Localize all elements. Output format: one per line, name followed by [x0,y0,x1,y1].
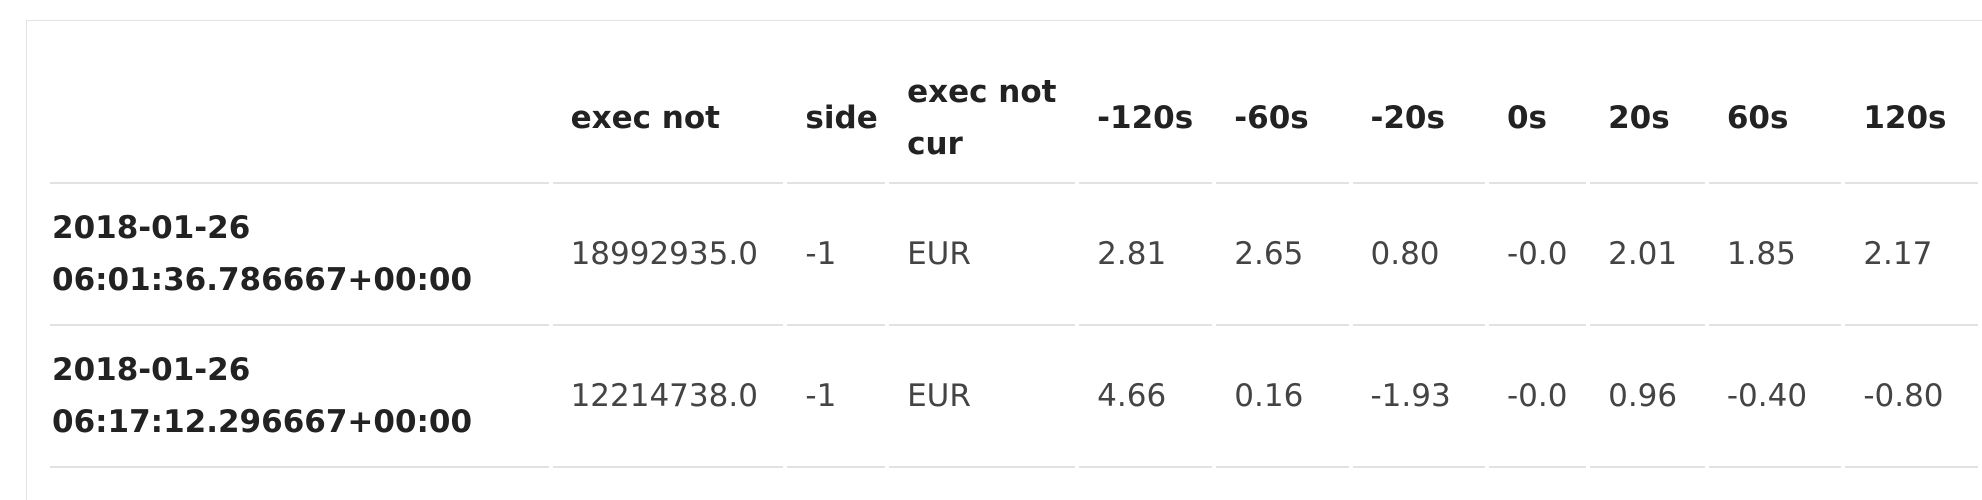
cell-minus-20s: 0.80 [1352,184,1485,326]
table-row: 2018-01-26 06:01:36.786667+00:00 1899293… [50,184,1978,326]
cell-exec-not: 12214738.0 [552,326,784,468]
cell-side: -1 [787,184,886,326]
header-row: exec not side exec not cur -120s -60s -2… [50,46,1978,184]
cell-120s: -0.80 [1845,326,1978,468]
cell-side: -1 [787,326,886,468]
column-header-side: side [787,46,886,184]
column-header-exec-not-cur-label: exec not cur [907,74,1057,162]
column-header-0s: 0s [1488,46,1587,184]
column-header-20s: 20s [1590,46,1705,184]
cell-0s: -0.0 [1488,326,1587,468]
cell-minus-20s: -1.93 [1352,326,1485,468]
cell-exec-not: 18992935.0 [552,184,784,326]
row-index-cell: 2018-01-26 06:01:36.786667+00:00 [50,184,549,326]
column-header-minus-60s: -60s [1216,46,1349,184]
column-header-exec-not: exec not [552,46,784,184]
cell-120s: 2.17 [1845,184,1978,326]
cell-exec-not-cur: EUR [889,326,1076,468]
cell-60s: 1.85 [1708,184,1842,326]
row-index-cell: 2018-01-26 06:17:12.296667+00:00 [50,326,549,468]
cell-0s: -0.0 [1488,184,1587,326]
column-header-exec-not-cur: exec not cur [889,46,1076,184]
cell-exec-not-cur: EUR [889,184,1076,326]
cell-minus-60s: 2.65 [1216,184,1349,326]
cell-minus-120s: 4.66 [1079,326,1213,468]
column-header-120s: 120s [1845,46,1978,184]
column-header-60s: 60s [1708,46,1842,184]
cell-20s: 0.96 [1590,326,1705,468]
cell-minus-120s: 2.81 [1079,184,1213,326]
cell-20s: 2.01 [1590,184,1705,326]
column-header-index [50,46,549,184]
table-container [26,20,1982,500]
table-row: 2018-01-26 06:17:12.296667+00:00 1221473… [50,326,1978,468]
column-header-minus-20s: -20s [1352,46,1485,184]
cell-minus-60s: 0.16 [1216,326,1349,468]
cell-60s: -0.40 [1708,326,1842,468]
column-header-minus-120s: -120s [1079,46,1213,184]
data-table: exec not side exec not cur -120s -60s -2… [46,46,1982,468]
